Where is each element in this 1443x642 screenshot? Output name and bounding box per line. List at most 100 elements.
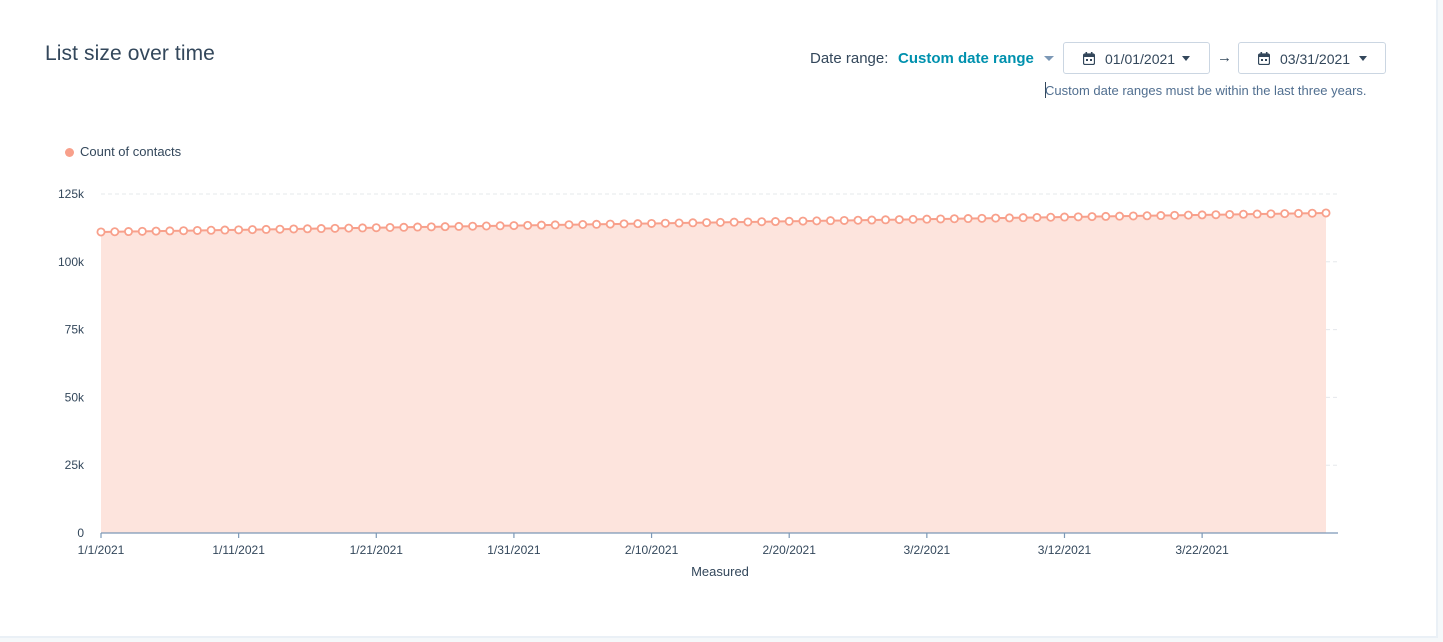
data-point: [757, 217, 767, 227]
y-tick-label: 125k: [58, 187, 85, 201]
data-point: [853, 215, 863, 225]
start-date-value: 01/01/2021: [1105, 51, 1176, 67]
data-point: [536, 220, 546, 230]
data-point: [825, 216, 835, 226]
x-tick-label: 2/20/2021: [763, 543, 817, 557]
data-point: [289, 224, 299, 234]
x-tick-label: 1/11/2021: [212, 543, 265, 557]
start-date-picker[interactable]: 01/01/2021: [1063, 42, 1210, 74]
date-range-dropdown[interactable]: Custom date range: [898, 50, 1034, 67]
x-tick-label: 1/1/2021: [78, 543, 125, 557]
data-point: [715, 217, 725, 227]
data-point: [206, 225, 216, 235]
data-point: [1004, 213, 1014, 223]
data-point: [1252, 209, 1262, 219]
data-point: [1018, 213, 1028, 223]
data-point: [1073, 212, 1083, 222]
data-point: [647, 218, 657, 228]
data-point: [688, 218, 698, 228]
data-point: [784, 216, 794, 226]
data-point: [633, 219, 643, 229]
data-point: [110, 227, 120, 237]
data-point: [234, 225, 244, 235]
data-point: [316, 224, 326, 234]
data-point: [1197, 210, 1207, 220]
data-point: [220, 225, 230, 235]
data-point: [894, 215, 904, 225]
date-range-hint: Custom date ranges must be within the la…: [1045, 83, 1367, 98]
arrow-right-icon: →: [1217, 49, 1232, 66]
data-point: [344, 223, 354, 233]
y-tick-label: 50k: [65, 390, 85, 404]
legend-marker: [65, 148, 74, 157]
y-tick-label: 25k: [65, 458, 85, 472]
data-point: [385, 222, 395, 232]
calendar-icon: [1258, 52, 1270, 65]
data-point: [509, 221, 519, 231]
data-point: [770, 217, 780, 227]
data-point: [1225, 209, 1235, 219]
data-point: [1238, 209, 1248, 219]
data-point: [261, 224, 271, 234]
y-tick-label: 100k: [58, 255, 85, 269]
data-point: [743, 217, 753, 227]
data-point: [1293, 208, 1303, 218]
data-point: [330, 223, 340, 233]
data-point: [426, 222, 436, 232]
data-point: [1115, 211, 1125, 221]
data-point: [371, 223, 381, 233]
data-point: [192, 225, 202, 235]
data-point: [564, 220, 574, 230]
x-tick-label: 2/10/2021: [625, 543, 679, 557]
data-point: [605, 219, 615, 229]
data-point: [1280, 209, 1290, 219]
data-point: [495, 221, 505, 231]
data-point: [413, 222, 423, 232]
data-point: [908, 214, 918, 224]
data-point: [137, 226, 147, 236]
data-point: [1128, 211, 1138, 221]
data-point: [922, 214, 932, 224]
data-point: [1321, 208, 1331, 218]
end-date-value: 03/31/2021: [1280, 51, 1351, 67]
chevron-down-icon: [1359, 56, 1367, 61]
data-point: [798, 216, 808, 226]
data-point: [1183, 210, 1193, 220]
data-point: [96, 227, 106, 237]
data-point: [812, 216, 822, 226]
series-area: [101, 212, 1326, 534]
data-point: [977, 213, 987, 223]
data-point: [963, 214, 973, 224]
x-axis-title: Measured: [691, 564, 749, 579]
data-point: [523, 220, 533, 230]
calendar-icon: [1083, 52, 1095, 65]
data-point: [1307, 208, 1317, 218]
end-date-picker[interactable]: 03/31/2021: [1238, 42, 1386, 74]
data-point: [619, 219, 629, 229]
data-point: [1142, 211, 1152, 221]
data-point: [949, 214, 959, 224]
x-tick-label: 1/31/2021: [487, 543, 541, 557]
x-tick-label: 3/2/2021: [903, 543, 950, 557]
data-point: [702, 218, 712, 228]
data-point: [550, 220, 560, 230]
data-point: [247, 225, 257, 235]
data-point: [660, 218, 670, 228]
data-point: [124, 227, 134, 237]
data-point: [592, 219, 602, 229]
data-point: [881, 215, 891, 225]
page-title: List size over time: [45, 42, 215, 65]
data-point: [454, 221, 464, 231]
data-point: [936, 214, 946, 224]
data-point: [1032, 212, 1042, 222]
data-point: [302, 224, 312, 234]
data-point: [1046, 212, 1056, 222]
data-point: [674, 218, 684, 228]
data-point: [839, 215, 849, 225]
chevron-down-icon[interactable]: [1044, 56, 1054, 61]
text-cursor: [1045, 82, 1046, 98]
chevron-down-icon: [1182, 56, 1190, 61]
data-point: [1059, 212, 1069, 222]
data-point: [440, 222, 450, 232]
